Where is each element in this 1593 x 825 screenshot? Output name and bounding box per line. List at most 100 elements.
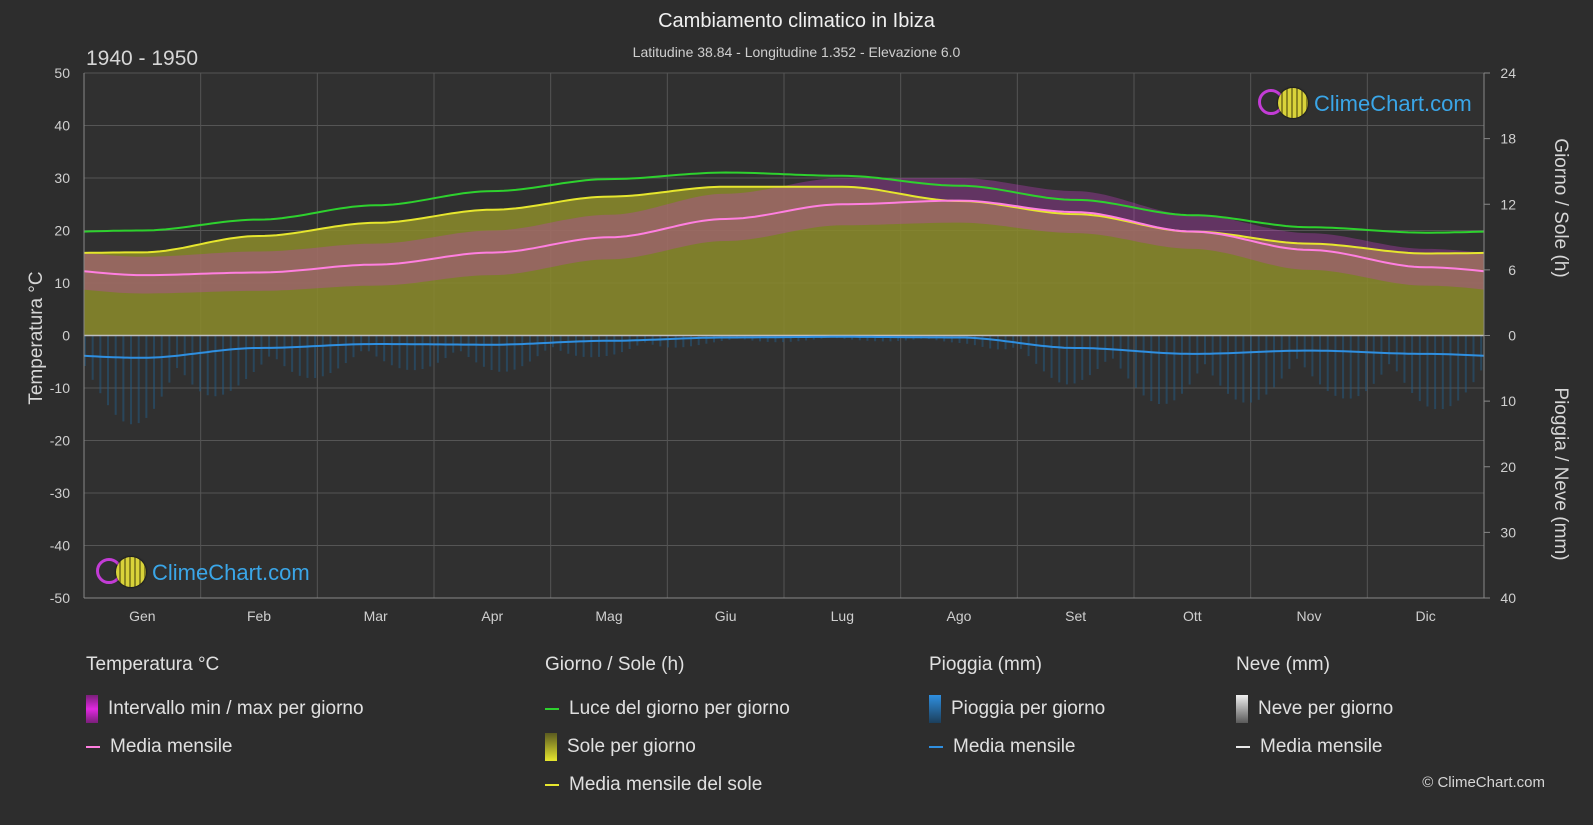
rain-bar <box>1127 335 1130 379</box>
rain-bar <box>375 335 378 357</box>
rain-bar <box>1142 335 1145 396</box>
legend-label: Luce del giorno per giorno <box>569 698 790 719</box>
rain-bar <box>981 335 984 347</box>
rain-bar <box>329 335 332 373</box>
rain-bar <box>1411 335 1414 393</box>
rain-bar <box>1280 335 1283 379</box>
rain-bar <box>153 335 156 409</box>
temperature-mean-line <box>83 199 1485 277</box>
rain-bar <box>91 335 94 380</box>
month-tick-label: Ago <box>947 608 972 624</box>
rain-bar <box>590 335 593 358</box>
rain-bar <box>1418 335 1421 402</box>
rain-bar <box>1372 335 1375 384</box>
right-bottom-tick-label: 20 <box>1500 459 1516 475</box>
rain-bar <box>597 335 600 357</box>
rain-bar <box>1096 335 1099 369</box>
legend-label: Pioggia per giorno <box>951 698 1106 719</box>
rain-bar <box>567 335 570 354</box>
rain-bar <box>874 335 877 342</box>
rain-bar <box>490 335 493 371</box>
logo-text: ClimeChart.com <box>152 560 310 585</box>
rain-bar <box>398 335 401 369</box>
rain-bar <box>444 335 447 359</box>
rain-bar <box>160 335 163 397</box>
left-tick-label: -10 <box>50 380 70 396</box>
rain-bar <box>245 335 248 380</box>
legend-label: Media mensile <box>1260 736 1383 757</box>
rain-bar <box>1211 335 1214 376</box>
rain-bar <box>897 335 900 342</box>
rain-bar <box>1004 335 1007 350</box>
legend-item-sun-mean: Media mensile del sole <box>545 766 790 804</box>
legend-item-sunshine: Sole per giorno <box>545 728 790 766</box>
left-tick-label: -30 <box>50 485 70 501</box>
rain-bar <box>1081 335 1084 380</box>
rain-bar <box>291 335 294 372</box>
legend-label: Media mensile <box>953 736 1076 757</box>
rain-bar <box>1426 335 1429 407</box>
climate-chart: 50 40 30 20 10 0 -10 -20 -30 -40 -50 24 18 12 6 0 10 20 30… <box>50 65 1516 624</box>
rain-bar <box>344 335 347 364</box>
chart-title: Cambiamento climatico in Ibiza <box>658 10 935 32</box>
rain-bar <box>1388 335 1391 365</box>
snow-swatch <box>1236 695 1248 723</box>
rain-bar <box>1464 335 1467 393</box>
rain-bar <box>1119 335 1122 369</box>
rain-bar <box>1088 335 1091 376</box>
rain-bar <box>1234 335 1237 400</box>
right-top-tick-label: 18 <box>1500 131 1516 147</box>
legend-temperature: Temperatura °C Intervallo min / max per … <box>86 654 364 766</box>
climechart-logo-icon <box>96 556 150 590</box>
rain-bar <box>1227 335 1230 394</box>
rain-bar <box>1349 335 1352 399</box>
rain-bar <box>1472 335 1475 383</box>
rain-bar <box>436 335 439 363</box>
rain-bar <box>628 335 631 350</box>
rain-bar <box>191 335 194 385</box>
rain-bar <box>1357 335 1360 397</box>
legend-sun: Giorno / Sole (h) Luce del giorno per gi… <box>545 654 790 804</box>
rain-bar <box>168 335 171 383</box>
logo-bottom-left[interactable]: ClimeChart.com <box>96 556 310 590</box>
temp-range-swatch <box>86 695 98 723</box>
rain-bar <box>107 335 110 406</box>
rain-bar <box>206 335 209 396</box>
right-bottom-tick-label: 40 <box>1500 590 1516 606</box>
rain-bar <box>199 335 202 392</box>
rain-bar <box>1334 335 1337 396</box>
rain-bar <box>1065 335 1068 385</box>
rain-bar <box>690 335 693 347</box>
rain-bar <box>482 335 485 367</box>
legend-sun-title: Giorno / Sole (h) <box>545 654 685 675</box>
month-tick-label: Set <box>1065 608 1086 624</box>
rain-bar <box>973 335 976 346</box>
rain-bar <box>222 335 225 395</box>
rain-bar <box>1265 335 1268 395</box>
month-tick-label: Gen <box>129 608 155 624</box>
legend-item-snow-daily: Neve per giorno <box>1236 690 1393 728</box>
logo-top-right[interactable]: ClimeChart.com <box>1258 87 1472 121</box>
rain-bar <box>1273 335 1276 388</box>
legend-item-rain-daily: Pioggia per giorno <box>929 690 1105 728</box>
rain-bar <box>1150 335 1153 402</box>
rain-bar <box>1449 335 1452 407</box>
rain-bar <box>421 335 424 370</box>
rain-bar <box>505 335 508 372</box>
rain-bar <box>321 335 324 377</box>
rain-bar <box>1250 335 1253 403</box>
rain-bar <box>137 335 140 424</box>
climechart-logo-icon <box>1258 87 1312 121</box>
rain-bar <box>459 335 462 352</box>
rain-bar <box>1288 335 1291 369</box>
sunshine-area <box>84 186 1484 336</box>
rain-bar <box>889 335 892 342</box>
rain-bar <box>268 335 271 357</box>
rain-bar <box>260 335 263 365</box>
rain-bar <box>667 335 670 348</box>
rain-bar <box>1380 335 1383 375</box>
rain-bar <box>958 335 961 344</box>
legend-snow-title: Neve (mm) <box>1236 654 1330 675</box>
left-tick-label: 0 <box>62 328 70 344</box>
rain-bar <box>130 335 133 425</box>
